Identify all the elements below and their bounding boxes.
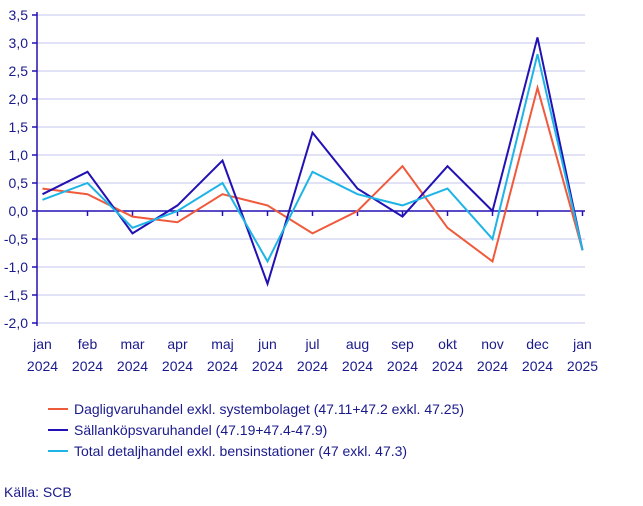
x-tick-label: 2024 (342, 358, 373, 374)
x-tick-label: okt (438, 336, 457, 352)
legend-item-dagligvaruhandel: Dagligvaruhandel exkl. systembolaget (47… (48, 398, 464, 419)
x-tick-label: mar (120, 336, 144, 352)
y-tick-label: -1,0 (4, 259, 28, 275)
x-tick-label: 2024 (387, 358, 418, 374)
x-tick-label: 2024 (297, 358, 328, 374)
x-tick-label: dec (526, 336, 549, 352)
x-tick-label: apr (167, 336, 188, 352)
x-tick-label: 2024 (477, 358, 508, 374)
series-line-3 (42, 53, 584, 264)
x-tick-label: maj (211, 336, 234, 352)
legend-label: Dagligvaruhandel exkl. systembolaget (47… (74, 400, 465, 417)
y-tick-label: 2,5 (9, 63, 29, 79)
y-tick-label: 3,5 (9, 7, 29, 23)
y-tick-label: -2,0 (4, 315, 28, 331)
series-line-1 (42, 83, 584, 264)
y-tick-label: 3,0 (9, 35, 29, 51)
source-note: Källa: SCB (4, 484, 72, 500)
legend-label: Total detaljhandel exkl. bensinstationer… (74, 442, 408, 459)
legend: Dagligvaruhandel exkl. systembolaget (47… (48, 398, 464, 461)
x-tick-label: 2024 (162, 358, 193, 374)
y-tick-label: 1,0 (9, 147, 29, 163)
x-tick-label: jun (257, 336, 277, 352)
x-tick-label: 2025 (567, 358, 598, 374)
x-tick-label: 2024 (72, 358, 103, 374)
x-tick-label: jan (572, 336, 592, 352)
x-tick-label: feb (78, 336, 98, 352)
x-tick-label: 2024 (27, 358, 58, 374)
series-line-2 (42, 37, 584, 287)
x-tick-label: 2024 (117, 358, 148, 374)
legend-item-sallankopsvaruhandel: Sällanköpsvaruhandel (47.19+47.4-47.9) (48, 419, 464, 440)
legend-swatch (48, 407, 68, 410)
x-tick-label: 2024 (432, 358, 463, 374)
x-tick-label: 2024 (207, 358, 238, 374)
y-tick-label: 0,5 (9, 175, 29, 191)
x-tick-label: 2024 (252, 358, 283, 374)
legend-label: Sällanköpsvaruhandel (47.19+47.4-47.9) (74, 421, 328, 438)
y-tick-label: -0,5 (4, 231, 28, 247)
y-tick-label: -1,5 (4, 287, 28, 303)
x-tick-label: nov (481, 336, 504, 352)
y-tick-label: 2,0 (9, 91, 29, 107)
x-tick-label: 2024 (522, 358, 553, 374)
legend-item-total-detaljhandel: Total detaljhandel exkl. bensinstationer… (48, 440, 464, 461)
legend-swatch (48, 428, 68, 431)
y-tick-label: 1,5 (9, 119, 29, 135)
x-tick-label: sep (391, 336, 414, 352)
x-tick-label: jan (32, 336, 52, 352)
x-tick-label: jul (304, 336, 319, 352)
y-tick-label: 0,0 (9, 203, 29, 219)
x-tick-label: aug (346, 336, 369, 352)
line-chart: 3,5 3,0 2,5 2,0 1,5 1,0 0,5 0,0 -0,5 -1,0 -1,5 -2,0… (4, 7, 598, 374)
legend-swatch (48, 449, 68, 452)
